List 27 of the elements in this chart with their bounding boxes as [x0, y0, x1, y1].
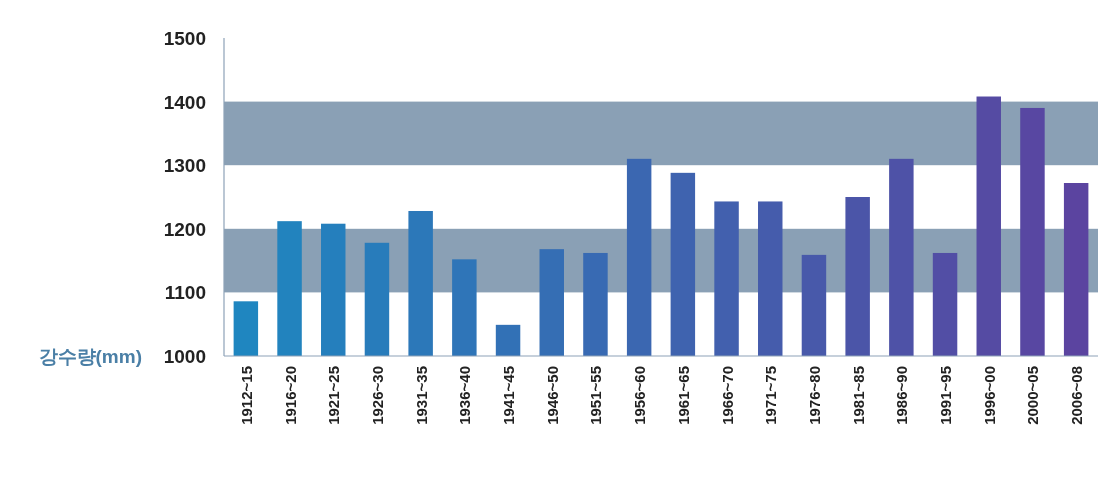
x-tick-label: 1946~50 — [543, 366, 561, 425]
x-tick-label: 1966~70 — [718, 366, 736, 425]
x-tick-label: 2000~05 — [1024, 366, 1042, 425]
x-tick-label: 1951~55 — [587, 366, 605, 425]
x-tick-label: 1916~20 — [281, 366, 299, 425]
y-tick-label: 1300 — [163, 155, 206, 177]
x-tick-label: 1986~90 — [893, 366, 911, 425]
y-axis-title: 강수량(mm) — [38, 346, 142, 367]
x-tick-label: 1921~25 — [325, 366, 343, 425]
x-tick-label: 1971~75 — [762, 366, 780, 425]
x-tick-label: 1936~40 — [456, 366, 474, 425]
x-tick-label: 1926~30 — [368, 366, 386, 425]
x-tick-label: 1912~15 — [237, 366, 255, 425]
x-tick-label: 1941~45 — [500, 366, 518, 425]
y-tick-label: 1400 — [163, 91, 206, 113]
y-tick-label: 1500 — [163, 28, 206, 49]
x-tick-label: 1976~80 — [805, 366, 823, 425]
x-tick-label: 2006~08 — [1068, 366, 1086, 425]
x-tick-label: 1991~95 — [937, 366, 955, 425]
x-tick-label: 1996~00 — [980, 366, 998, 425]
x-tick-label: 1931~35 — [412, 366, 430, 425]
y-tick-label: 1200 — [163, 218, 206, 240]
x-tick-label: 1981~85 — [849, 366, 867, 425]
y-tick-label: 1000 — [163, 346, 206, 367]
x-tick-label: 1961~65 — [674, 366, 692, 425]
x-tick-label: 1956~60 — [631, 366, 649, 425]
y-tick-label: 1100 — [164, 282, 206, 304]
